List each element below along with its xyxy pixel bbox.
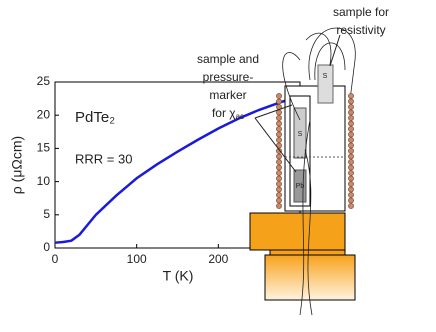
coil-turn [348,186,354,193]
label: for χac [212,106,244,121]
label: resistivity [336,23,385,37]
sample-label: S [323,73,328,80]
coil-turn [348,93,354,99]
coil-turn [276,98,282,105]
pointer [254,117,297,173]
label: pressure- [203,70,254,84]
y-tick-label: 25 [37,74,51,88]
coil-turn [348,115,354,121]
coil-turn [348,181,354,187]
coil-turn [348,109,354,116]
pointer [329,34,341,67]
x-axis-label: T (K) [163,268,194,284]
coil-turn [348,126,354,132]
coil-turn [276,175,282,182]
x-tick-label: 200 [208,252,228,266]
coil-turn [276,148,282,154]
clamp-block [249,212,346,251]
y-tick-label: 0 [43,240,50,254]
y-tick-label: 15 [37,141,51,155]
sample-label: Pb [296,183,305,190]
annotation: RRR = 30 [75,151,132,166]
coil [276,93,354,209]
x-tick-label: 0 [52,252,59,266]
x-tick-label: 100 [127,252,147,266]
coil-turn [276,186,282,193]
coil-turn [348,137,354,143]
wires [282,27,356,316]
annotation: PdTe₂ [75,109,115,126]
label: sample and [197,52,259,66]
coil-turn [276,170,282,176]
coil-turn [276,164,282,171]
coil-turn [348,170,354,176]
coil-turn [276,181,282,187]
y-axis-label: ρ (μΩcm) [9,136,25,194]
clamp-neck [269,249,346,256]
coil-turn [276,203,282,209]
coil-turn [348,203,354,209]
y-tick-label: 20 [37,107,51,121]
y-tick-label: 10 [37,174,51,188]
chart: PdTe₂ RRR = 30 T (K) ρ (μΩcm) 0 5 10 15 20 25… [9,74,311,284]
coil-turn [276,197,282,204]
pointer [254,104,293,119]
label: sample for [333,5,389,19]
sample-label: S [298,131,303,138]
coil-turn [276,192,282,198]
base-block [264,254,356,301]
coil-turn [348,159,354,165]
coil-turn [348,197,354,204]
coil-turn [276,126,282,132]
data-line [54,94,301,244]
sample-resistivity [317,64,334,104]
y-tick-label: 5 [43,207,50,221]
coil-turn [348,131,354,138]
sample-s [293,107,307,159]
coil-turn [276,153,282,160]
coil-turn [348,120,354,127]
coil-turn [348,164,354,171]
coil-turn [276,137,282,143]
coil-turn [276,131,282,138]
coil-turn [348,98,354,105]
coil-turn [276,93,282,99]
coil-turn [276,120,282,127]
coil-turn [276,159,282,165]
coil-turn [348,142,354,149]
label: marker [209,88,246,102]
coil-turn [348,104,354,110]
diagram: sample for resistivity sample and pressu… [197,5,389,316]
coil-turn [348,153,354,160]
coil-turn [348,175,354,182]
coil-turn [348,148,354,154]
coil-turn [348,192,354,198]
coil-turn [276,115,282,121]
